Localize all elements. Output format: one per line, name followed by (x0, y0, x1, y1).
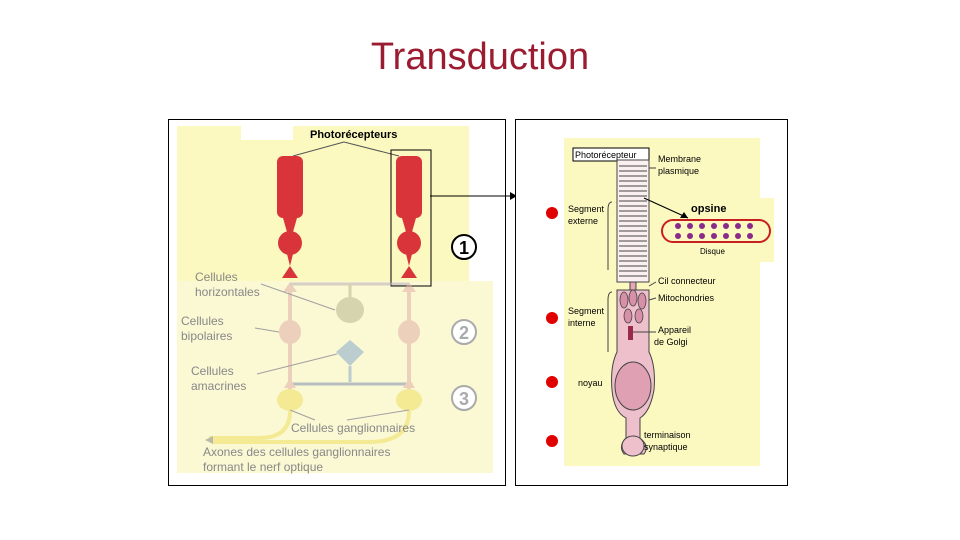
photoreceptor-label-box (572, 147, 650, 162)
label-pointers (254, 283, 410, 421)
photoreceptor-left (277, 156, 303, 278)
opsin-inset-background (656, 198, 774, 262)
photoreceptors-label: Photorécepteurs (310, 129, 397, 141)
slide-title: Transduction (370, 36, 590, 78)
axon-label-line2: formant le nerf optique (203, 460, 323, 474)
marker-terminal (546, 435, 558, 447)
detail-background (564, 138, 760, 466)
photoreceptor-detail-panel: Photorécepteur Membrane plasmique Segmen… (515, 119, 788, 486)
amacrine-cells-label-line1: Cellules (191, 364, 234, 378)
lower-cells (205, 282, 422, 444)
nucleus (614, 361, 652, 411)
outer-segment-label-line1: Segment (568, 204, 605, 214)
horizontal-cells-label-line1: Cellules (195, 270, 238, 284)
outer-segment-discs (616, 159, 650, 283)
step-1-number: 1 (459, 238, 469, 258)
step-1-marker (451, 234, 477, 260)
photoreceptor-diagram: Photorécepteur Membrane plasmique Segmen… (546, 138, 774, 466)
membrane-label-line2: plasmique (658, 166, 699, 176)
label-mask (241, 124, 293, 140)
horizontal-cells-label-line2: horizontales (195, 285, 260, 299)
marker-nucleus (546, 376, 558, 388)
opsin-disc (661, 219, 771, 243)
retina-diagram-panel: Photorécepteurs Cellules horizontales Ce… (168, 119, 506, 486)
pointer-line (292, 141, 345, 157)
opsin-label: opsine (691, 203, 726, 215)
connecting-cilium (629, 281, 637, 291)
cilium-label: Cil connecteur (658, 276, 716, 286)
step-2-number: 2 (459, 323, 469, 343)
step-2-marker (451, 319, 477, 345)
inner-segment-label-line1: Segment (568, 306, 605, 316)
pointer-line (343, 141, 400, 157)
golgi-label-line1: Appareil (658, 325, 691, 335)
ganglion-cells-label: Cellules ganglionnaires (291, 421, 415, 435)
opsin-arrowhead (680, 212, 688, 218)
retina-background-upper (177, 126, 469, 281)
terminal-label-line2: synaptique (644, 442, 688, 452)
terminal-label-line1: terminaison (644, 430, 691, 440)
outer-segment-bracket (607, 201, 613, 270)
inner-segment-label-line2: interne (568, 318, 596, 328)
marker-inner-segment (546, 312, 558, 324)
opsin-arrow (643, 197, 689, 219)
red-markers (546, 207, 558, 447)
bipolar-cells-label-line2: bipolaires (181, 329, 232, 343)
disk-label: Disque (700, 247, 725, 256)
mitochondria-cluster (619, 289, 647, 324)
step-3-number: 3 (459, 389, 469, 409)
inner-segment-bracket (607, 291, 613, 352)
retina-diagram: Photorécepteurs Cellules horizontales Ce… (177, 124, 493, 474)
photoreceptor-label: Photorécepteur (575, 150, 637, 160)
marker-outer-segment (546, 207, 558, 219)
golgi-apparatus (628, 326, 633, 340)
outer-segment-label-line2: externe (568, 216, 598, 226)
photoreceptor-right (396, 156, 422, 278)
amacrine-cells-label-line2: amacrines (191, 379, 246, 393)
nucleus-label: noyau (578, 378, 603, 388)
synaptic-terminal (621, 435, 645, 457)
membrane-label-line1: Membrane (658, 154, 701, 164)
golgi-label-line2: de Golgi (654, 337, 688, 347)
axon-label-line1: Axones des cellules ganglionnaires (203, 445, 390, 459)
step-3-marker (451, 385, 477, 411)
bipolar-cells-label-line1: Cellules (181, 314, 224, 328)
pointer-lines (633, 167, 657, 333)
mitochondria-label: Mitochondries (658, 293, 715, 303)
